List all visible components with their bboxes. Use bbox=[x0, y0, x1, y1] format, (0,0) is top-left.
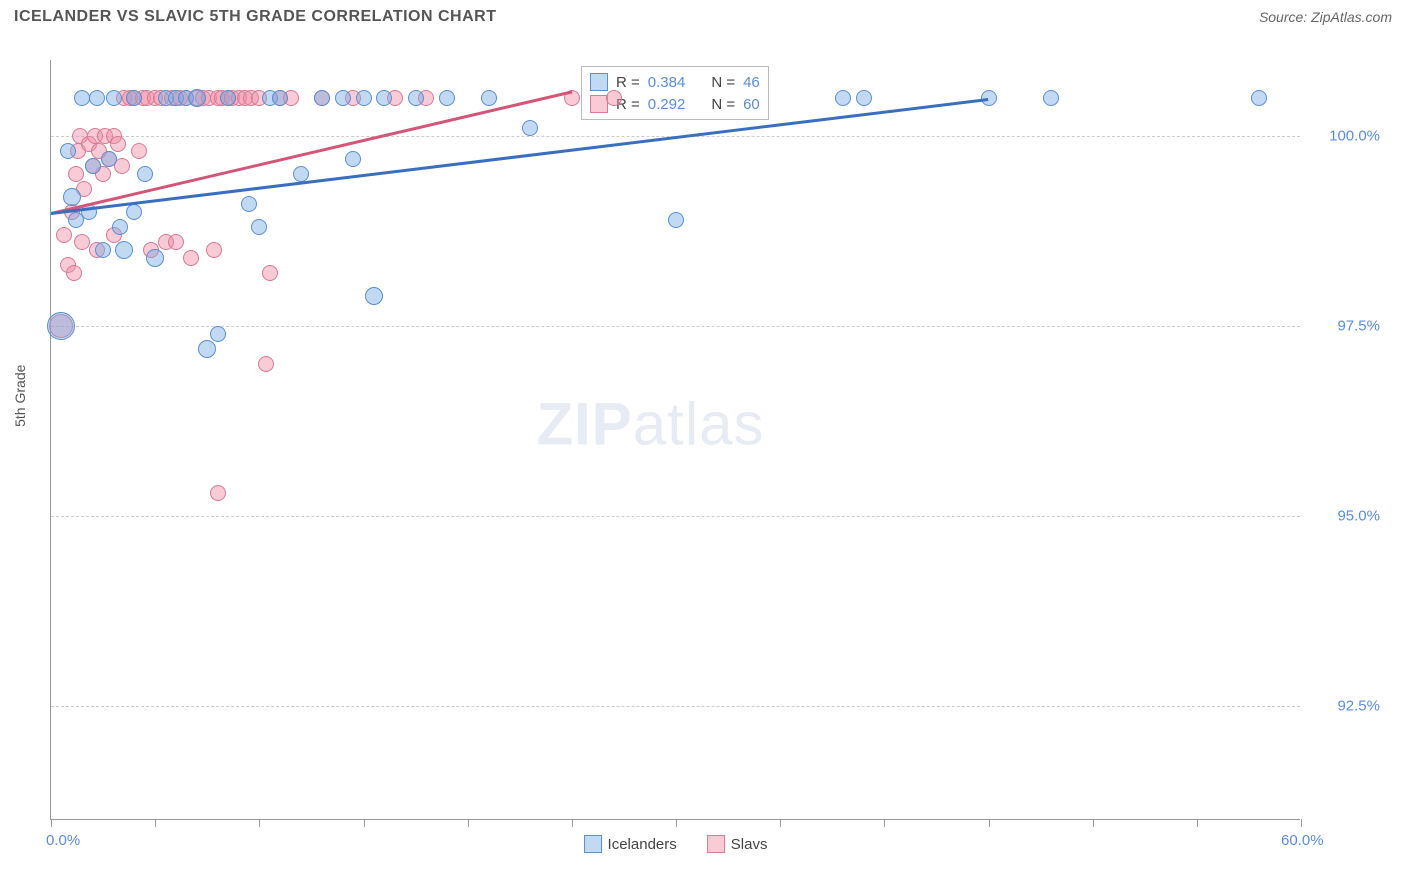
data-point-icelanders[interactable] bbox=[126, 204, 142, 220]
legend: Icelanders Slavs bbox=[584, 835, 768, 853]
data-point-icelanders[interactable] bbox=[335, 90, 351, 106]
data-point-slavs[interactable] bbox=[210, 485, 226, 501]
data-point-slavs[interactable] bbox=[56, 227, 72, 243]
data-point-icelanders[interactable] bbox=[314, 90, 330, 106]
data-point-icelanders[interactable] bbox=[481, 90, 497, 106]
data-point-icelanders[interactable] bbox=[439, 90, 455, 106]
swatch-icelanders bbox=[584, 835, 602, 853]
chart-area: 5th Grade ZIPatlas R = 0.384 N = 46 R = … bbox=[40, 40, 1390, 860]
x-tick bbox=[364, 819, 365, 827]
swatch-slavs bbox=[707, 835, 725, 853]
y-tick-label: 97.5% bbox=[1310, 318, 1380, 335]
legend-item-slavs[interactable]: Slavs bbox=[707, 835, 768, 853]
data-point-icelanders[interactable] bbox=[106, 90, 122, 106]
data-point-icelanders[interactable] bbox=[345, 151, 361, 167]
data-point-icelanders[interactable] bbox=[835, 90, 851, 106]
r-label: R = bbox=[616, 74, 640, 91]
x-tick bbox=[989, 819, 990, 827]
x-min-label: 0.0% bbox=[46, 832, 80, 849]
data-point-icelanders[interactable] bbox=[272, 90, 288, 106]
data-point-slavs[interactable] bbox=[66, 265, 82, 281]
data-point-slavs[interactable] bbox=[258, 356, 274, 372]
x-tick bbox=[155, 819, 156, 827]
data-point-icelanders[interactable] bbox=[89, 90, 105, 106]
watermark: ZIPatlas bbox=[536, 390, 764, 459]
data-point-icelanders[interactable] bbox=[63, 188, 81, 206]
x-tick bbox=[259, 819, 260, 827]
x-tick bbox=[468, 819, 469, 827]
data-point-icelanders[interactable] bbox=[60, 143, 76, 159]
y-axis-label: 5th Grade bbox=[12, 365, 28, 427]
x-tick bbox=[572, 819, 573, 827]
icelanders-n-value: 46 bbox=[743, 74, 760, 91]
data-point-slavs[interactable] bbox=[606, 90, 622, 106]
x-max-label: 60.0% bbox=[1281, 832, 1324, 849]
data-point-icelanders[interactable] bbox=[356, 90, 372, 106]
slavs-r-value: 0.292 bbox=[648, 96, 686, 113]
data-point-icelanders[interactable] bbox=[220, 90, 236, 106]
data-point-icelanders[interactable] bbox=[668, 212, 684, 228]
x-tick bbox=[51, 819, 52, 827]
data-point-icelanders[interactable] bbox=[188, 89, 206, 107]
swatch-icelanders bbox=[590, 73, 608, 91]
data-point-icelanders[interactable] bbox=[241, 196, 257, 212]
data-point-icelanders[interactable] bbox=[115, 241, 133, 259]
trendline-slavs bbox=[51, 90, 572, 214]
data-point-icelanders[interactable] bbox=[408, 90, 424, 106]
gridline bbox=[51, 516, 1300, 517]
data-point-icelanders[interactable] bbox=[376, 90, 392, 106]
data-point-slavs[interactable] bbox=[68, 166, 84, 182]
data-point-icelanders[interactable] bbox=[1251, 90, 1267, 106]
data-point-icelanders[interactable] bbox=[251, 219, 267, 235]
data-point-slavs[interactable] bbox=[206, 242, 222, 258]
gridline bbox=[51, 326, 1300, 327]
x-tick bbox=[884, 819, 885, 827]
data-point-icelanders[interactable] bbox=[1043, 90, 1059, 106]
x-tick bbox=[1197, 819, 1198, 827]
trendline-icelanders bbox=[51, 98, 989, 214]
x-tick bbox=[780, 819, 781, 827]
y-tick-label: 100.0% bbox=[1310, 128, 1380, 145]
x-tick bbox=[1301, 819, 1302, 827]
data-point-slavs[interactable] bbox=[131, 143, 147, 159]
y-tick-label: 92.5% bbox=[1310, 698, 1380, 715]
data-point-icelanders[interactable] bbox=[101, 151, 117, 167]
n-label: N = bbox=[711, 74, 735, 91]
data-point-icelanders[interactable] bbox=[95, 242, 111, 258]
data-point-slavs[interactable] bbox=[183, 250, 199, 266]
x-tick bbox=[676, 819, 677, 827]
source-label: Source: ZipAtlas.com bbox=[1259, 9, 1392, 25]
n-label: N = bbox=[711, 96, 735, 113]
data-point-icelanders[interactable] bbox=[85, 158, 101, 174]
y-tick-label: 95.0% bbox=[1310, 508, 1380, 525]
legend-item-icelanders[interactable]: Icelanders bbox=[584, 835, 677, 853]
x-tick bbox=[1093, 819, 1094, 827]
data-point-icelanders[interactable] bbox=[210, 326, 226, 342]
data-point-icelanders[interactable] bbox=[365, 287, 383, 305]
icelanders-r-value: 0.384 bbox=[648, 74, 686, 91]
data-point-icelanders[interactable] bbox=[126, 90, 142, 106]
slavs-n-value: 60 bbox=[743, 96, 760, 113]
data-point-icelanders[interactable] bbox=[293, 166, 309, 182]
data-point-icelanders[interactable] bbox=[47, 312, 75, 340]
data-point-slavs[interactable] bbox=[168, 234, 184, 250]
chart-title: ICELANDER VS SLAVIC 5TH GRADE CORRELATIO… bbox=[14, 8, 496, 26]
data-point-icelanders[interactable] bbox=[198, 340, 216, 358]
data-point-slavs[interactable] bbox=[262, 265, 278, 281]
data-point-slavs[interactable] bbox=[110, 136, 126, 152]
plot-area: ZIPatlas R = 0.384 N = 46 R = 0.292 N = … bbox=[50, 60, 1300, 820]
gridline bbox=[51, 706, 1300, 707]
data-point-icelanders[interactable] bbox=[137, 166, 153, 182]
data-point-slavs[interactable] bbox=[74, 234, 90, 250]
data-point-icelanders[interactable] bbox=[112, 219, 128, 235]
legend-label-slavs: Slavs bbox=[731, 836, 768, 853]
legend-label-icelanders: Icelanders bbox=[608, 836, 677, 853]
data-point-icelanders[interactable] bbox=[522, 120, 538, 136]
data-point-icelanders[interactable] bbox=[146, 249, 164, 267]
data-point-icelanders[interactable] bbox=[856, 90, 872, 106]
